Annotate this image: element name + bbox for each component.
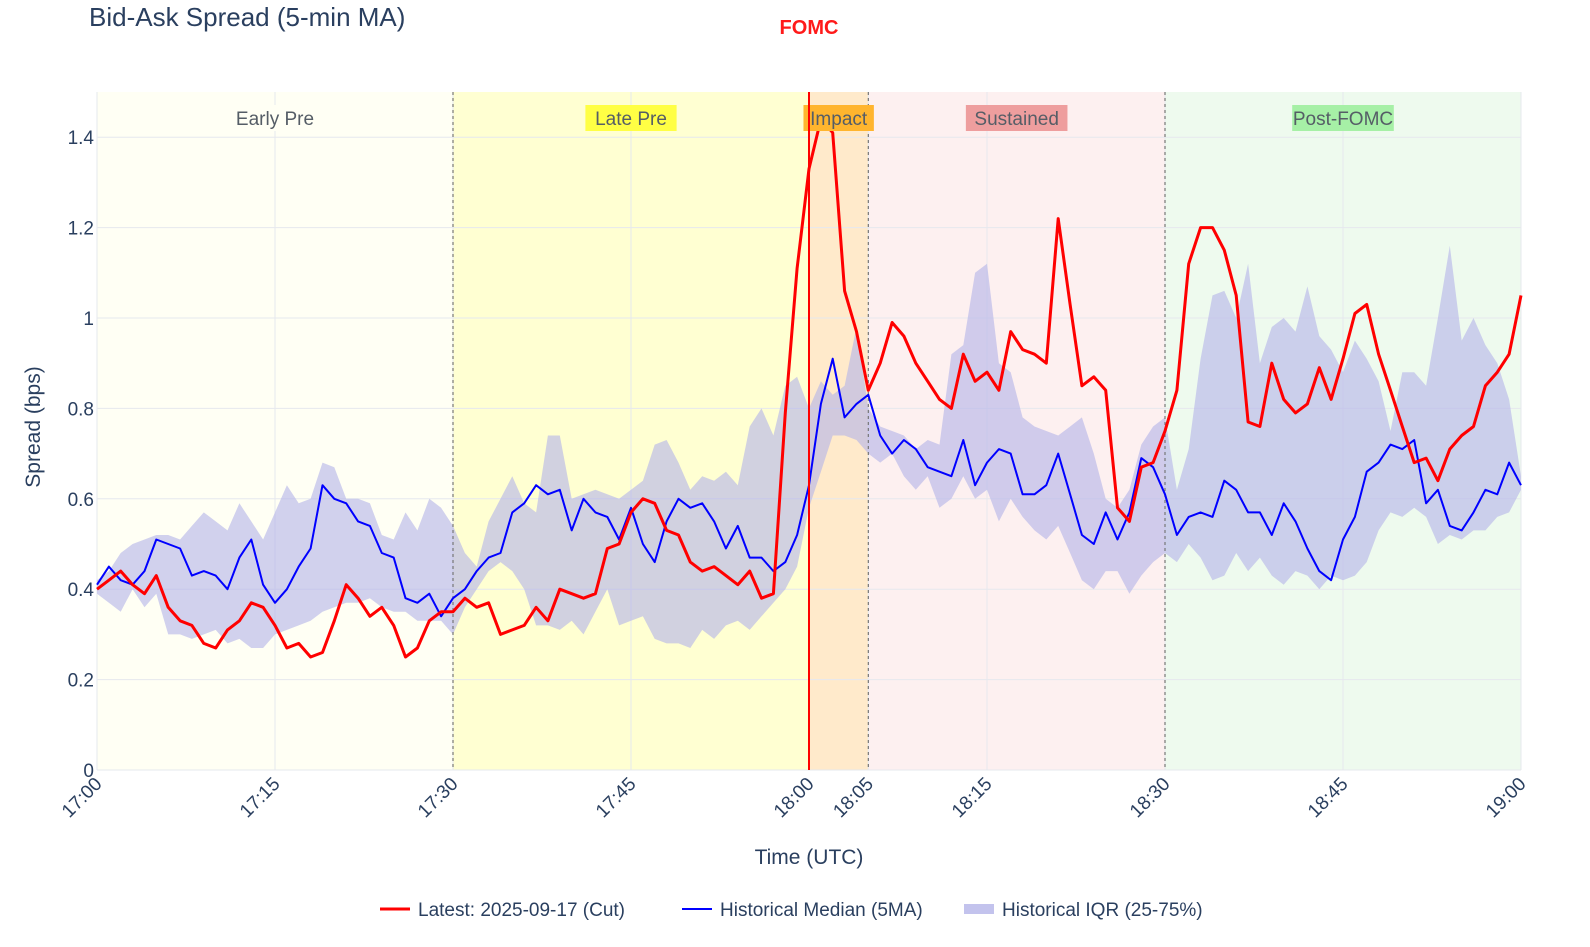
- y-tick-label-5: 1: [83, 309, 94, 330]
- x-tick-label-2: 17:30: [414, 774, 462, 822]
- phase-label-2: Impact: [810, 109, 868, 130]
- legend-label-2: Historical IQR (25-75%): [1002, 900, 1203, 921]
- x-tick-label-1: 17:15: [236, 774, 284, 822]
- phase-label-1: Late Pre: [595, 109, 667, 130]
- x-tick-label-6: 18:15: [948, 774, 996, 822]
- legend-label-0: Latest: 2025-09-17 (Cut): [418, 900, 625, 921]
- x-axis-title: Time (UTC): [755, 846, 864, 869]
- phase-label-bg-0: [224, 105, 326, 131]
- x-tick-label-7: 18:30: [1126, 774, 1174, 822]
- chart-title: Bid-Ask Spread (5-min MA): [89, 2, 405, 32]
- fomc-label: FOMC: [780, 17, 839, 39]
- fomc-annotation: FOMC: [780, 17, 839, 770]
- phase-labels: Early Pre Late Pre Impact Sustained Post-FOM…: [224, 105, 1394, 131]
- x-tick-label-5: 18:05: [829, 774, 877, 822]
- phase-label-bg-1: [585, 105, 677, 131]
- phase-label-4: Post-FOMC: [1293, 109, 1393, 130]
- phase-label-bg-3: [965, 105, 1068, 131]
- legend-swatch-2: [964, 904, 994, 914]
- x-tick-label-9: 19:00: [1482, 774, 1530, 822]
- legend: Latest: 2025-09-17 (Cut) Historical Media…: [380, 900, 1203, 921]
- x-tick-label-3: 17:45: [592, 774, 640, 822]
- y-tick-label-3: 0.6: [68, 490, 94, 511]
- phase-label-3: Sustained: [974, 109, 1059, 130]
- legend-label-1: Historical Median (5MA): [720, 900, 923, 921]
- x-tick-label-8: 18:45: [1304, 774, 1352, 822]
- y-axis-title: Spread (bps): [22, 366, 45, 487]
- y-tick-label-4: 0.8: [68, 399, 94, 420]
- x-tick-label-4: 18:00: [770, 774, 818, 822]
- x-tick-label-0: 17:00: [58, 774, 106, 822]
- y-tick-label-7: 1.4: [68, 128, 95, 149]
- y-tick-label-6: 1.2: [68, 219, 94, 240]
- y-tick-label-0: 0: [83, 761, 94, 782]
- phase-label-bg-4: [1292, 105, 1394, 131]
- y-tick-label-1: 0.2: [68, 671, 94, 692]
- phase-label-bg-2: [803, 105, 874, 131]
- y-tick-label-2: 0.4: [68, 580, 95, 601]
- phase-label-0: Early Pre: [236, 109, 314, 130]
